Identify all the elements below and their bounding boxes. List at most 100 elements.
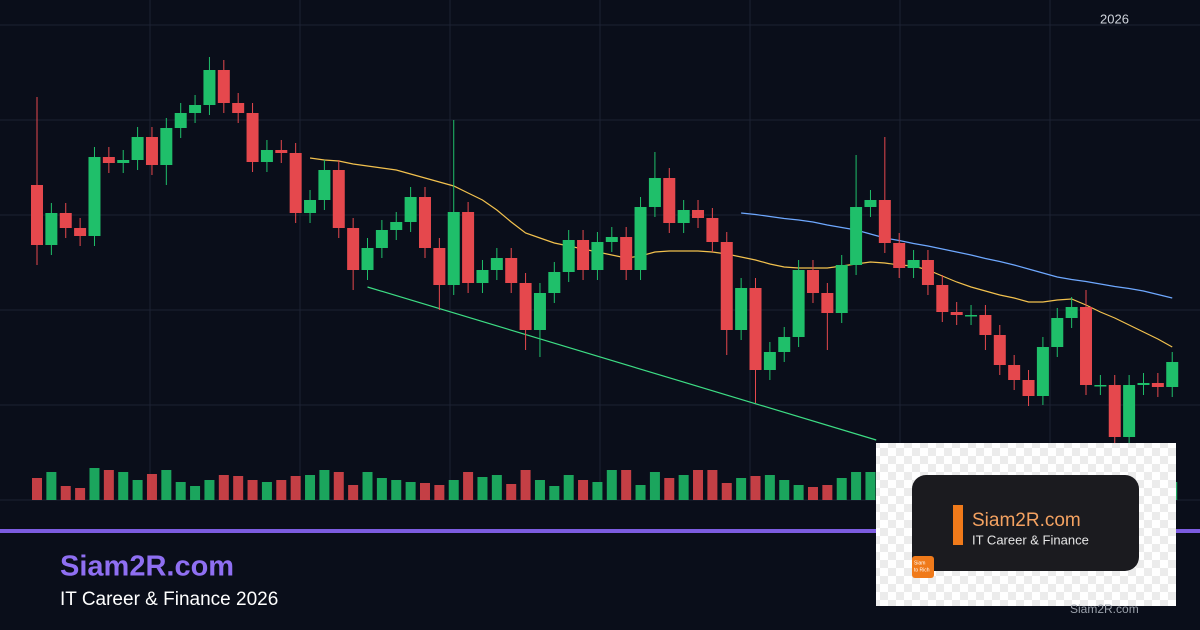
volume-bar	[276, 480, 287, 500]
volume-bar	[750, 476, 761, 500]
logo-card	[912, 475, 1139, 571]
candle-body	[361, 248, 374, 270]
volume-bar	[578, 480, 589, 500]
candle-body	[1065, 307, 1078, 318]
candle-body	[634, 207, 647, 270]
volume-bar	[477, 477, 488, 500]
candle-body	[418, 197, 431, 248]
candle-body	[706, 218, 719, 242]
candle-body	[663, 178, 676, 223]
candle-body	[375, 230, 388, 248]
candle-body	[102, 157, 115, 163]
candle-body	[850, 207, 863, 265]
candle-body	[232, 103, 245, 113]
candle-body	[792, 270, 805, 337]
volume-bar	[419, 483, 430, 500]
candle-body	[1051, 318, 1064, 347]
candle-body	[1080, 307, 1093, 385]
volume-bar	[32, 478, 42, 500]
watermark: Siam2R.com	[1070, 602, 1139, 616]
volume-bar	[606, 470, 617, 500]
volume-bar	[649, 472, 660, 500]
candle-body	[979, 315, 992, 335]
candle-body	[548, 272, 561, 293]
badge-text: to Rich	[914, 567, 930, 573]
volume-bar	[549, 486, 560, 500]
candle-body	[921, 260, 934, 285]
volume-bar	[75, 488, 86, 500]
volume-bar	[506, 484, 517, 500]
candle-body	[217, 70, 230, 103]
volume-bar	[822, 485, 833, 500]
candle-body	[591, 242, 604, 270]
volume-bar	[376, 478, 387, 500]
candle-body	[965, 315, 978, 317]
logo-title: Siam2R.com	[972, 510, 1081, 531]
candle-body	[160, 128, 173, 165]
candle-body	[1108, 385, 1121, 437]
volume-bar	[721, 483, 732, 500]
candle-body	[1036, 347, 1049, 396]
candle-body	[289, 153, 302, 213]
volume-bar	[233, 476, 244, 500]
candle-body	[59, 213, 72, 228]
volume-bar	[218, 475, 229, 500]
volume-bar	[764, 475, 775, 500]
candle-body	[74, 228, 87, 236]
candle-body	[1166, 362, 1179, 387]
candle-body	[778, 337, 791, 352]
volume-bar	[865, 472, 876, 500]
volume-bar	[305, 475, 316, 500]
candle-body	[806, 270, 819, 293]
candle-body	[821, 293, 834, 313]
candle-body	[993, 335, 1006, 365]
candle-body	[31, 185, 43, 245]
candle-body	[605, 237, 618, 242]
volume-bar	[678, 475, 689, 500]
candle-body	[347, 228, 360, 270]
candle-body	[145, 137, 158, 165]
candle-body	[648, 178, 661, 207]
candle-body	[447, 212, 460, 285]
candle-body	[749, 288, 762, 370]
volume-bar	[736, 478, 747, 500]
volume-bar	[635, 485, 646, 500]
candle-body	[275, 150, 288, 153]
volume-bar	[391, 480, 402, 500]
candle-body	[562, 240, 575, 272]
candle-body	[490, 258, 503, 270]
candle-body	[692, 210, 705, 218]
trendline	[367, 286, 877, 441]
candle-body	[1123, 385, 1136, 437]
volume-bar	[779, 480, 790, 500]
volume-bar	[534, 480, 545, 500]
volume-bar	[46, 472, 57, 500]
candle-body	[390, 222, 403, 230]
volume-bar	[793, 485, 804, 500]
candle-body	[304, 200, 317, 213]
candle-body	[1022, 380, 1035, 396]
volume-bar	[807, 487, 818, 500]
candle-body	[505, 258, 518, 283]
volume-bar	[161, 470, 172, 500]
volume-bar	[405, 482, 416, 500]
volume-bar	[491, 475, 502, 500]
candle-body	[117, 160, 130, 163]
candle-body	[907, 260, 920, 268]
candle-body	[131, 137, 144, 160]
volume-bar	[103, 470, 114, 500]
candle-body	[88, 157, 101, 236]
candle-body	[203, 70, 216, 105]
volume-bar	[563, 475, 574, 500]
candle-body	[1008, 365, 1021, 380]
volume-bar	[592, 482, 603, 500]
badge	[912, 556, 934, 578]
candle-body	[174, 113, 187, 128]
volume-bar	[448, 480, 459, 500]
volume-bar	[89, 468, 100, 500]
volume-bar	[664, 478, 675, 500]
volume-bar	[621, 470, 632, 500]
candle-body	[332, 170, 345, 228]
candle-body	[45, 213, 58, 245]
candle-body	[835, 265, 848, 313]
